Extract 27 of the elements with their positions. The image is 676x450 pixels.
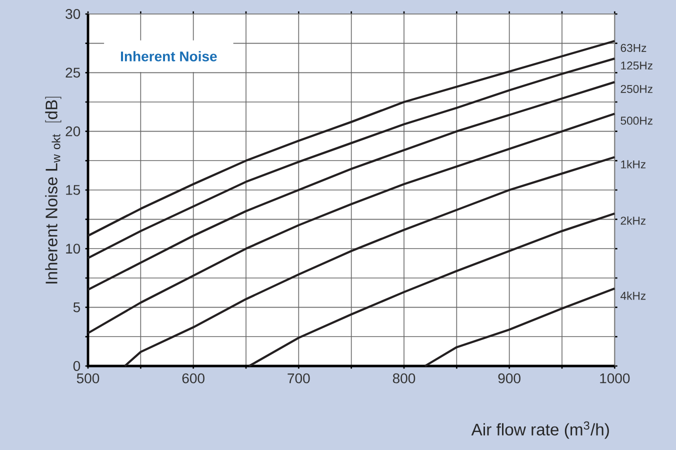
series-label: 63Hz xyxy=(620,44,646,52)
x-tick-label: 700 xyxy=(288,373,310,384)
y-tick-label: 0 xyxy=(73,361,80,371)
x-tick-label: 500 xyxy=(76,373,100,384)
x-tick-label: 600 xyxy=(182,373,204,384)
series-label: 250Hz xyxy=(620,84,652,93)
series-label: 500Hz xyxy=(620,116,652,125)
x-tick-label: 900 xyxy=(498,373,520,384)
y-tick-label: 15 xyxy=(66,185,80,195)
y-tick-label: 25 xyxy=(66,68,80,78)
y-tick-label: 5 xyxy=(73,302,80,312)
line-series xyxy=(86,40,616,237)
line-series xyxy=(124,156,616,368)
x-tick-label: 1000 xyxy=(600,373,630,384)
series-label: 2kHz xyxy=(620,216,646,225)
line-series xyxy=(424,287,616,368)
x-tick-label: 800 xyxy=(392,373,416,384)
x-axis-title: Air flow rate (m$^{3}$/h) xyxy=(471,421,609,439)
y-tick-label: 10 xyxy=(66,244,80,254)
series-label: 4kHz xyxy=(620,291,646,300)
annotation: Inherent Noise xyxy=(121,51,217,62)
y-tick-label: 30 xyxy=(66,9,80,19)
series-label: 1kHz xyxy=(621,160,646,168)
y-axis-title: $\mathrm{Inherent\ Noise\ L_{w\ okt}\ \ [dB]}$ xyxy=(45,96,62,284)
line-series xyxy=(248,212,616,368)
series-label: 125Hz xyxy=(621,62,652,70)
y-tick-label: 20 xyxy=(66,126,80,136)
